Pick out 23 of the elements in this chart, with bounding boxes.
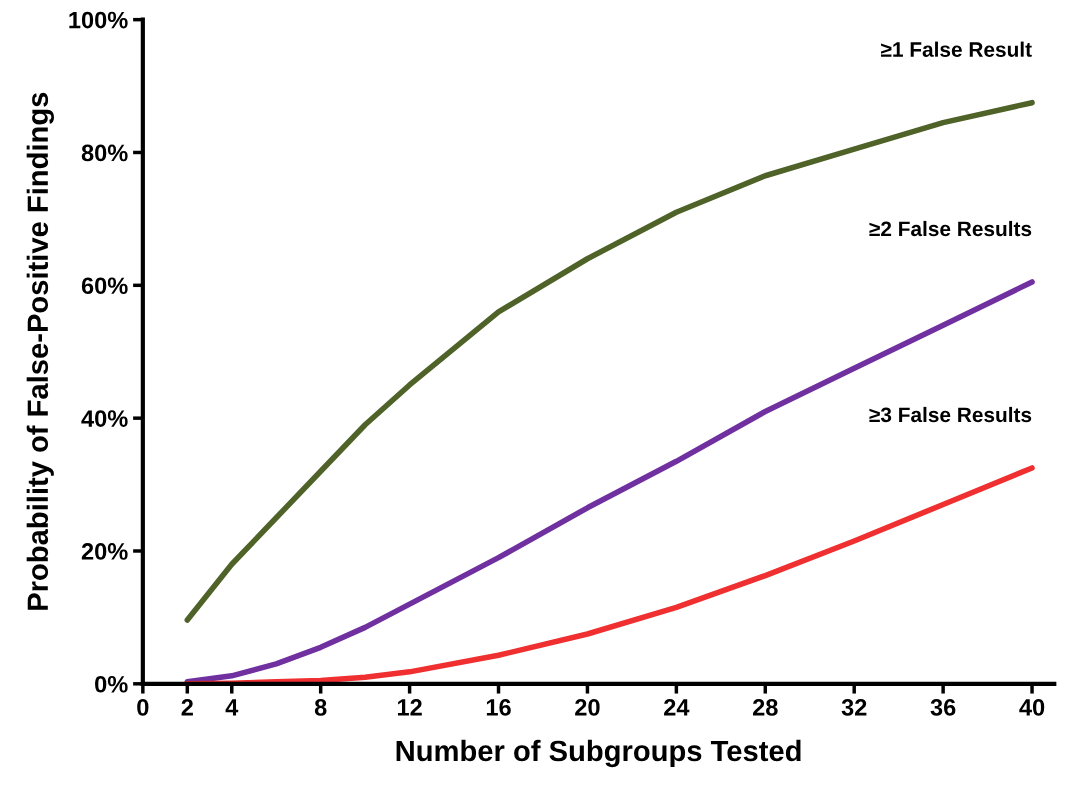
y-tick-label: 40% [81,410,128,427]
text: ≥1 False Result [881,41,1032,57]
x-tick-label: 0 [137,699,149,716]
x-tick-label: 2 [181,699,193,716]
y-axis-title: Probability of False-Positive Findings [26,92,54,610]
x-tick-label: 12 [397,699,422,716]
y-tick-label: 100% [69,11,128,29]
x-tick-label: 20 [575,699,600,716]
x-tick-label: 32 [841,699,867,716]
text: ≥2 False Results [869,220,1032,237]
x-tick-label: 28 [752,699,778,716]
y-tick-label: 80% [81,144,128,162]
y-tick-label: 60% [81,277,128,295]
x-tick-label: 24 [664,699,690,716]
y-tick-label: 0% [95,675,128,693]
x-tick-label: 4 [225,699,239,716]
x-tick-label: 8 [314,699,327,716]
x-tick-label: 40 [1019,699,1045,716]
x-tick-label: 16 [486,699,511,716]
x-axis-title: Number of Subgroups Tested [396,739,801,768]
x-tick-label: 36 [930,699,956,716]
y-tick-label: 20% [81,543,128,560]
text: ≥3 False Results [869,406,1032,423]
